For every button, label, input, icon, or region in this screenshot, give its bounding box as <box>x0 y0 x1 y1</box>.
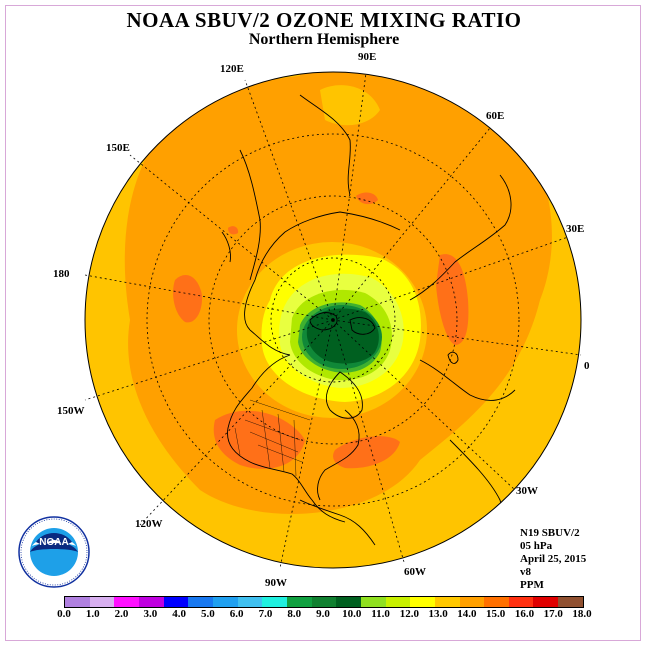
color-legend-tick: 1.0 <box>85 608 100 620</box>
color-legend-bar <box>64 596 584 608</box>
lon-label-150e: 150E <box>106 142 130 154</box>
graticule <box>84 72 582 569</box>
figure-frame <box>5 5 641 641</box>
color-legend-swatch <box>336 597 361 607</box>
color-legend-swatch <box>558 597 583 607</box>
color-legend-swatch <box>434 597 460 607</box>
color-legend-swatch <box>360 597 386 607</box>
ozone-high-patch-pacific <box>173 275 203 323</box>
info-pressure: 05 hPa <box>520 540 553 552</box>
color-legend-swatch <box>65 597 90 607</box>
color-legend-tick: 17.0 <box>543 608 563 620</box>
color-legend-tick: 15.0 <box>486 608 506 620</box>
color-legend-swatch <box>114 597 139 607</box>
color-legend-tick: 11.0 <box>371 608 390 620</box>
color-legend-tick: 8.0 <box>287 608 302 620</box>
color-legend-tick: 13.0 <box>428 608 448 620</box>
map-subtitle: Northern Hemisphere <box>248 31 400 48</box>
color-legend-swatch <box>163 597 189 607</box>
lon-label-90e: 90E <box>358 51 377 63</box>
color-legend-tick: 2.0 <box>114 608 129 620</box>
color-legend-tick: 3.0 <box>143 608 158 620</box>
color-legend-swatch <box>237 597 263 607</box>
coastlines <box>221 94 516 546</box>
color-legend-tick: 0.0 <box>57 608 71 620</box>
color-legend-swatch <box>459 597 485 607</box>
color-legend-tick: 5.0 <box>201 608 215 620</box>
color-legend-swatch <box>533 597 559 607</box>
lon-label-0: 0 <box>584 360 590 372</box>
hemisphere-boundary <box>84 71 582 569</box>
ozone-high-patch-east <box>436 254 469 345</box>
color-legend-tick: 16.0 <box>514 608 535 620</box>
lon-label-30w: 30W <box>516 485 538 497</box>
info-units: PPM <box>520 579 544 591</box>
color-legend-swatch <box>262 597 287 607</box>
noaa-logo: NOAA <box>18 516 90 588</box>
info-block: N19 SBUV/2 05 hPa April 25, 2015 v8 PPM <box>520 527 586 592</box>
color-legend-tick: 4.0 <box>172 608 186 620</box>
ozone-core <box>306 308 379 364</box>
ozone-high-patch-small <box>228 226 239 235</box>
political-borders <box>234 399 311 477</box>
color-legend-swatch <box>508 597 534 607</box>
lon-label-90w: 90W <box>265 577 287 589</box>
lon-label-60w: 60W <box>404 566 426 578</box>
color-legend-swatch <box>385 597 411 607</box>
color-legend-swatch <box>484 597 509 607</box>
color-legend-tick: 12.0 <box>399 608 419 620</box>
lon-label-180: 180 <box>53 268 70 280</box>
lon-label-120e: 120E <box>220 63 244 75</box>
map-title: NOAA SBUV/2 OZONE MIXING RATIO <box>126 8 522 32</box>
lon-label-120w: 120W <box>135 518 163 530</box>
color-legend-swatch <box>311 597 337 607</box>
color-legend-swatch <box>212 597 238 607</box>
color-legend-tick: 7.0 <box>258 608 273 620</box>
info-date: April 25, 2015 <box>520 553 587 565</box>
lon-label-150w: 150W <box>57 405 85 417</box>
color-legend-swatch <box>89 597 115 607</box>
color-legend-ticks: 0.0 1.0 2.0 3.0 4.0 5.0 6.0 7.0 8.0 9.0 10.0 11.0 12… <box>56 608 596 622</box>
color-legend-tick: 6.0 <box>229 608 244 620</box>
color-legend-tick: 10.0 <box>342 608 362 620</box>
color-legend-swatch <box>286 597 312 607</box>
ozone-high-patch-asia <box>356 192 378 205</box>
color-legend-tick: 14.0 <box>457 608 477 620</box>
ozone-light-patch <box>320 85 380 126</box>
info-instrument: N19 SBUV/2 <box>520 527 580 539</box>
color-legend-swatch <box>138 597 164 607</box>
noaa-logo-text: NOAA <box>39 537 68 548</box>
ozone-high-patch-atlantic <box>333 436 400 469</box>
lon-label-30e: 30E <box>566 223 585 235</box>
lon-label-60e: 60E <box>486 110 505 122</box>
color-legend-tick: 18.0 <box>572 608 592 620</box>
info-version: v8 <box>520 566 531 578</box>
color-legend-tick: 9.0 <box>316 608 330 620</box>
color-legend-swatch <box>188 597 213 607</box>
color-legend-swatch <box>410 597 435 607</box>
